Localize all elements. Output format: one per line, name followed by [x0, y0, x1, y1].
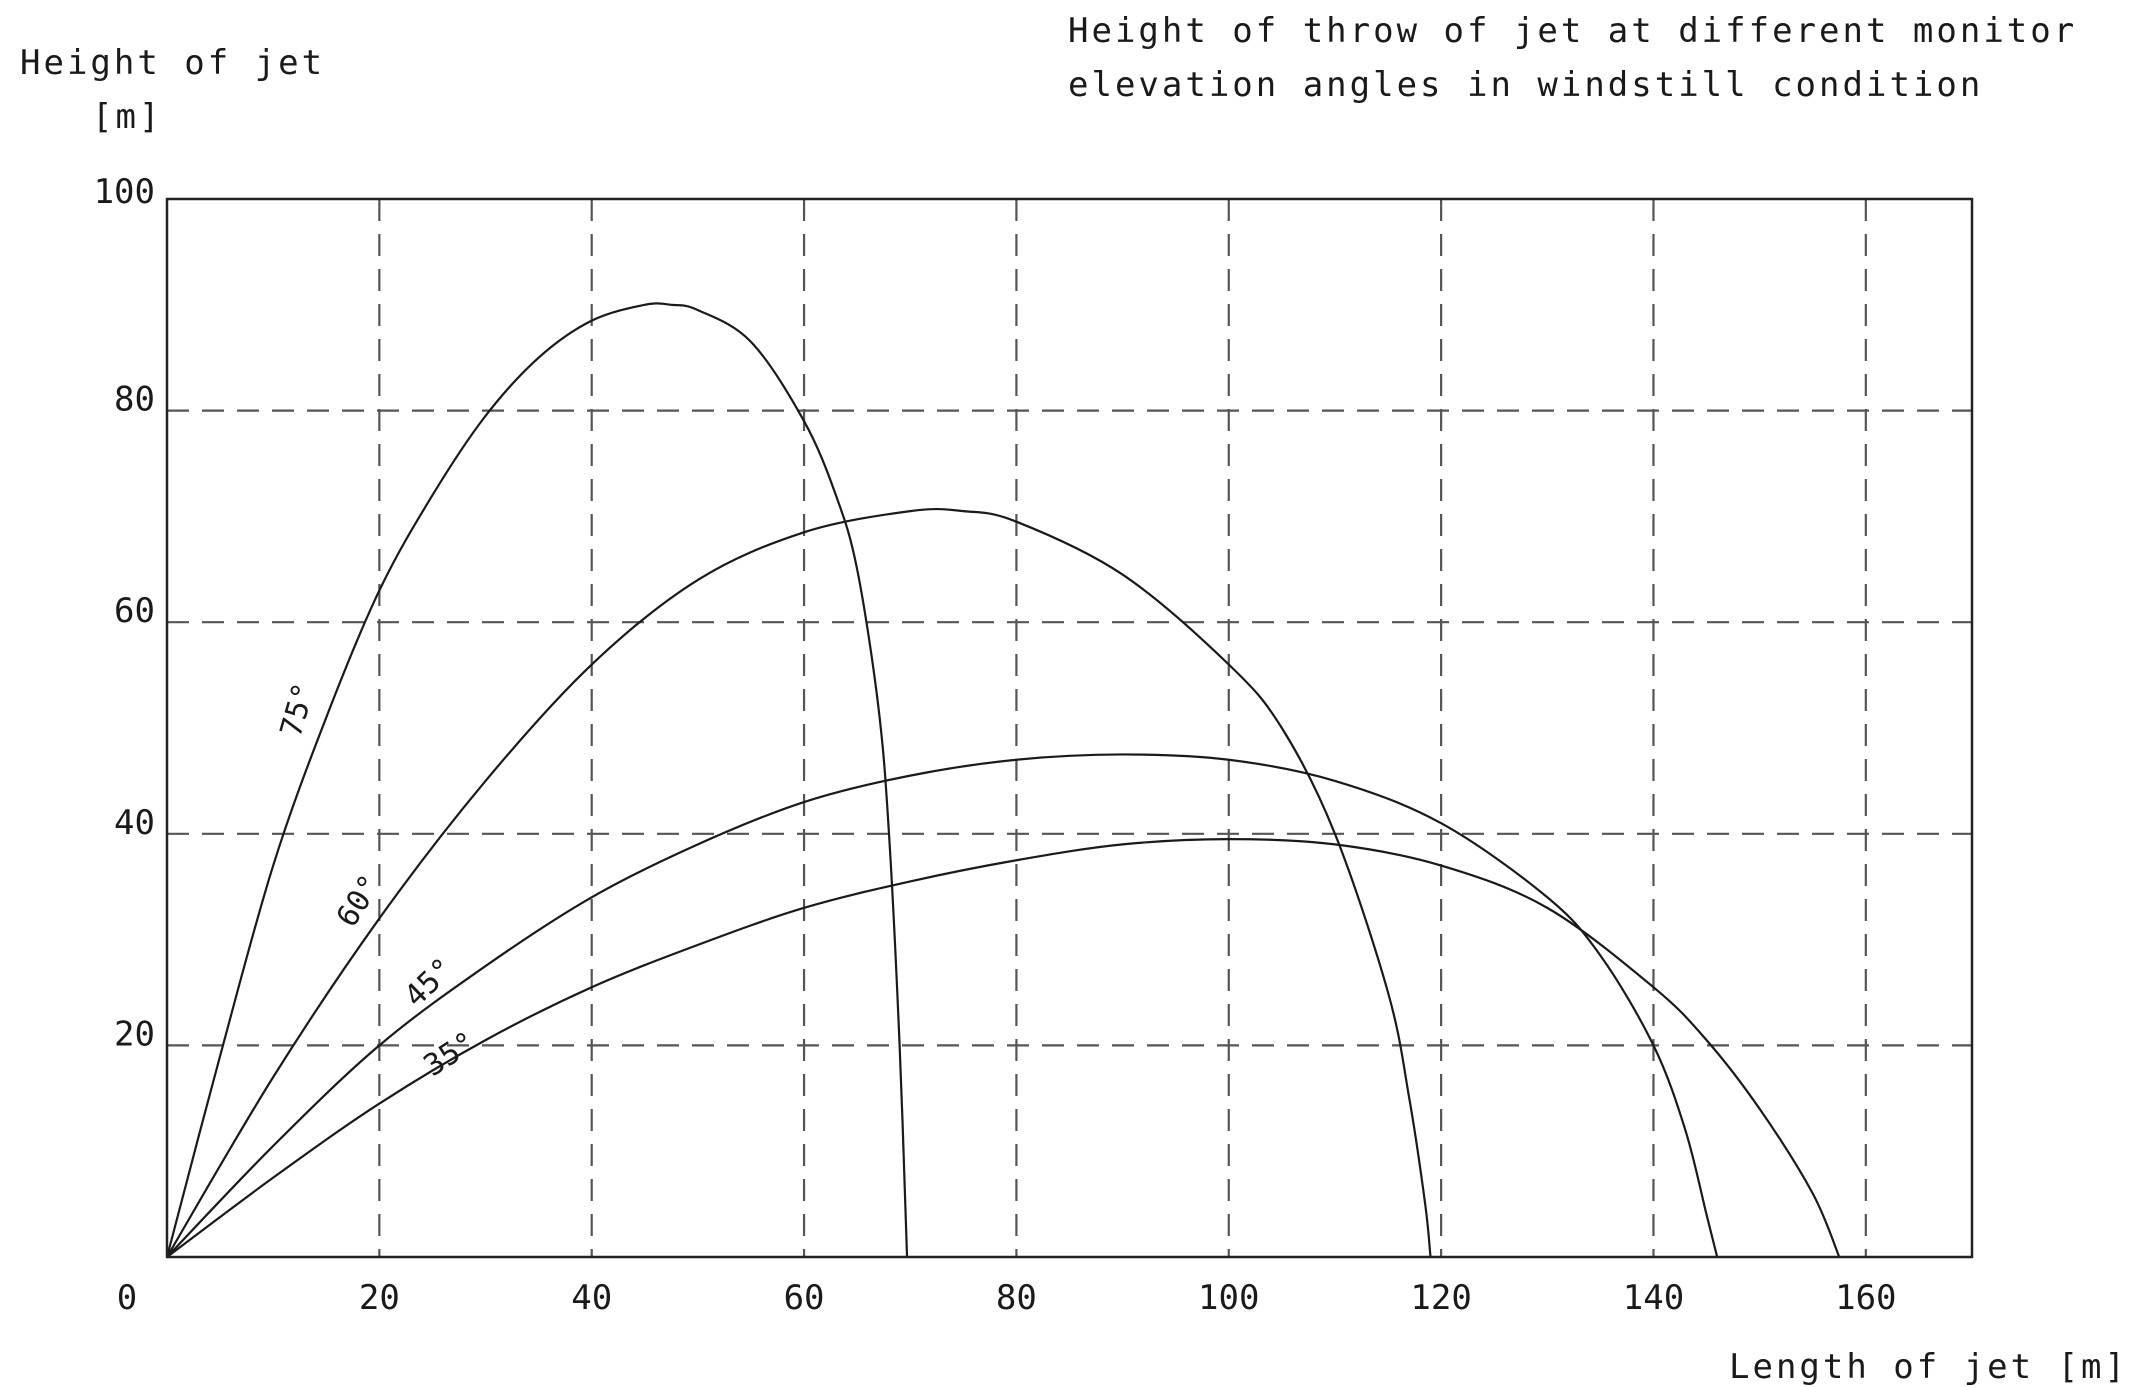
series-60-deg-curve — [166, 507, 1432, 1258]
chart-title-line-2: elevation angles in windstill condition — [1068, 65, 1983, 105]
y-tick-label-20: 20 — [114, 1014, 155, 1054]
series-label-35: 35° — [418, 1025, 483, 1084]
x-tick-label-100: 100 — [1198, 1278, 1259, 1318]
y-axis-title-line-2: [m] — [92, 97, 162, 137]
gridlines — [167, 199, 1972, 1257]
curves — [165, 302, 1841, 1258]
curve-labels: 75°60°45°35° — [274, 679, 482, 1084]
y-tick-label-60: 60 — [114, 591, 155, 631]
x-tick-label-40: 40 — [571, 1278, 612, 1318]
y-axis-title-line-1: Height of jet — [20, 43, 325, 83]
x-tick-label-60: 60 — [784, 1278, 825, 1318]
x-tick-label-20: 20 — [359, 1278, 400, 1318]
series-45-deg-curve — [166, 753, 1719, 1258]
x-axis-title: Length of jet [m] — [1729, 1347, 2128, 1387]
y-tick-label-80: 80 — [114, 380, 155, 420]
x-tick-label-160: 160 — [1835, 1278, 1896, 1318]
series-label-75: 75° — [274, 679, 323, 741]
chart-title-line-1: Height of throw of jet at different moni… — [1068, 11, 2077, 51]
series-35-deg-curve — [166, 837, 1841, 1258]
y-tick-label-100: 100 — [94, 172, 155, 212]
x-tick-label-140: 140 — [1623, 1278, 1684, 1318]
series-label-45: 45° — [398, 951, 461, 1014]
x-tick-label-120: 120 — [1410, 1278, 1471, 1318]
x-tick-label-80: 80 — [996, 1278, 1037, 1318]
x-tick-label-0: 0 — [117, 1278, 137, 1318]
series-75-deg-curve — [165, 302, 909, 1258]
y-tick-label-40: 40 — [114, 803, 155, 843]
tick-labels: 0 20 40 60 80 100 120 140 160 20 40 60 80 100 — [94, 172, 1897, 1318]
plot-frame — [165, 197, 1974, 1259]
